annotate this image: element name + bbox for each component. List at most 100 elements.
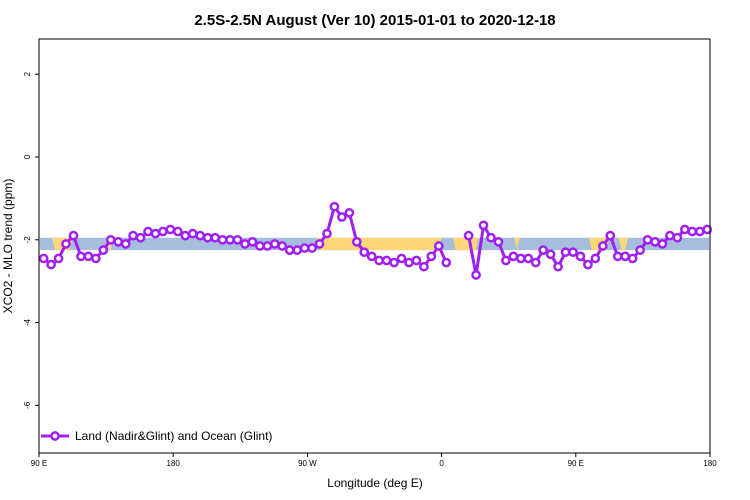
data-point	[187, 228, 198, 239]
data-point	[262, 241, 273, 251]
land-band-segment-6	[618, 237, 628, 251]
data-point	[113, 237, 124, 247]
data-point	[538, 245, 549, 255]
data-point	[486, 232, 496, 243]
data-point	[329, 201, 340, 212]
data-point	[202, 232, 213, 243]
x-axis: 90 E 180 90 W 0 90 E 180	[31, 453, 717, 468]
data-point	[195, 230, 206, 241]
data-point	[612, 251, 623, 262]
data-point	[165, 224, 176, 235]
x-tick-label: 180	[167, 459, 181, 468]
data-point	[46, 259, 56, 270]
data-point	[493, 237, 504, 247]
data-point	[650, 237, 660, 247]
data-point	[337, 212, 347, 222]
y-axis-label: XCO2 - MLO trend (ppm)	[1, 179, 15, 314]
data-point	[404, 257, 414, 268]
data-point	[426, 251, 437, 262]
data-point	[583, 259, 593, 270]
data-point	[694, 226, 705, 237]
data-point	[441, 257, 452, 268]
data-point	[158, 226, 168, 237]
data-point	[478, 220, 489, 231]
data-point	[173, 226, 183, 237]
data-point	[396, 253, 407, 264]
x-tick-label: 90 W	[298, 459, 317, 468]
legend-entry: Land (Nadir&Glint) and Ocean (Glint)	[75, 429, 272, 443]
data-point	[374, 255, 385, 266]
data-point	[627, 253, 638, 264]
data-point	[665, 230, 675, 241]
legend-marker	[50, 431, 60, 441]
data-point	[322, 228, 332, 239]
data-point	[53, 253, 64, 264]
data-point	[83, 251, 94, 262]
x-tick-label: 90 E	[31, 459, 47, 468]
data-point	[501, 255, 511, 266]
data-point	[351, 237, 362, 247]
data-point	[277, 241, 288, 251]
data-point	[210, 232, 220, 243]
data-point	[240, 239, 250, 249]
data-point	[590, 253, 601, 264]
data-point	[105, 234, 116, 245]
series-points	[38, 201, 713, 280]
data-point	[605, 230, 616, 241]
data-point	[642, 234, 653, 245]
data-point	[180, 230, 191, 241]
data-point	[575, 251, 586, 262]
data-point	[411, 255, 422, 266]
land-band-segment-3	[452, 237, 479, 251]
data-point	[68, 230, 79, 241]
y-tick-label: 0	[23, 154, 32, 159]
data-point	[515, 253, 526, 264]
y-tick-label: -2	[23, 236, 32, 244]
data-point	[389, 257, 399, 268]
data-point	[419, 261, 429, 272]
data-point	[76, 251, 86, 262]
data-point	[679, 224, 690, 235]
x-tick-label: 90 E	[568, 459, 584, 468]
plot-frame	[38, 38, 711, 454]
data-point	[61, 239, 71, 249]
data-point	[247, 237, 258, 247]
data-point	[98, 245, 109, 255]
data-point	[635, 245, 645, 255]
data-point	[217, 234, 228, 245]
x-tick-label: 180	[703, 459, 717, 468]
data-point	[553, 261, 563, 272]
data-point	[269, 239, 280, 249]
data-point	[299, 243, 310, 253]
data-point	[150, 228, 161, 239]
y-tick-label: 2	[23, 71, 32, 76]
data-point	[292, 245, 302, 255]
data-point	[597, 241, 608, 251]
data-point	[463, 230, 474, 241]
y-axis: 2 0 -2 -4 -6	[23, 71, 39, 409]
data-point	[657, 239, 668, 249]
data-point	[508, 251, 519, 262]
data-point	[530, 257, 541, 268]
x-tick-label: 0	[439, 459, 444, 468]
chart-title: 2.5S-2.5N August (Ver 10) 2015-01-01 to …	[194, 12, 555, 29]
data-point	[135, 232, 146, 243]
data-point	[568, 247, 578, 258]
y-tick-label: -4	[23, 318, 32, 326]
data-point	[620, 251, 631, 262]
land-band-segment-2	[316, 237, 442, 251]
legend: Land (Nadir&Glint) and Ocean (Glint)	[41, 429, 272, 443]
data-point	[545, 249, 556, 260]
data-point	[523, 253, 534, 264]
y-tick-label: -6	[23, 401, 32, 409]
data-point	[344, 208, 355, 218]
data-point	[702, 224, 713, 235]
land-band-segment-4	[514, 237, 520, 251]
data-point	[307, 243, 317, 253]
x-axis-label: Longitude (deg E)	[327, 476, 422, 490]
data-point	[38, 253, 49, 264]
data-point	[359, 247, 370, 258]
data-point	[672, 232, 683, 243]
data-point	[687, 226, 698, 237]
